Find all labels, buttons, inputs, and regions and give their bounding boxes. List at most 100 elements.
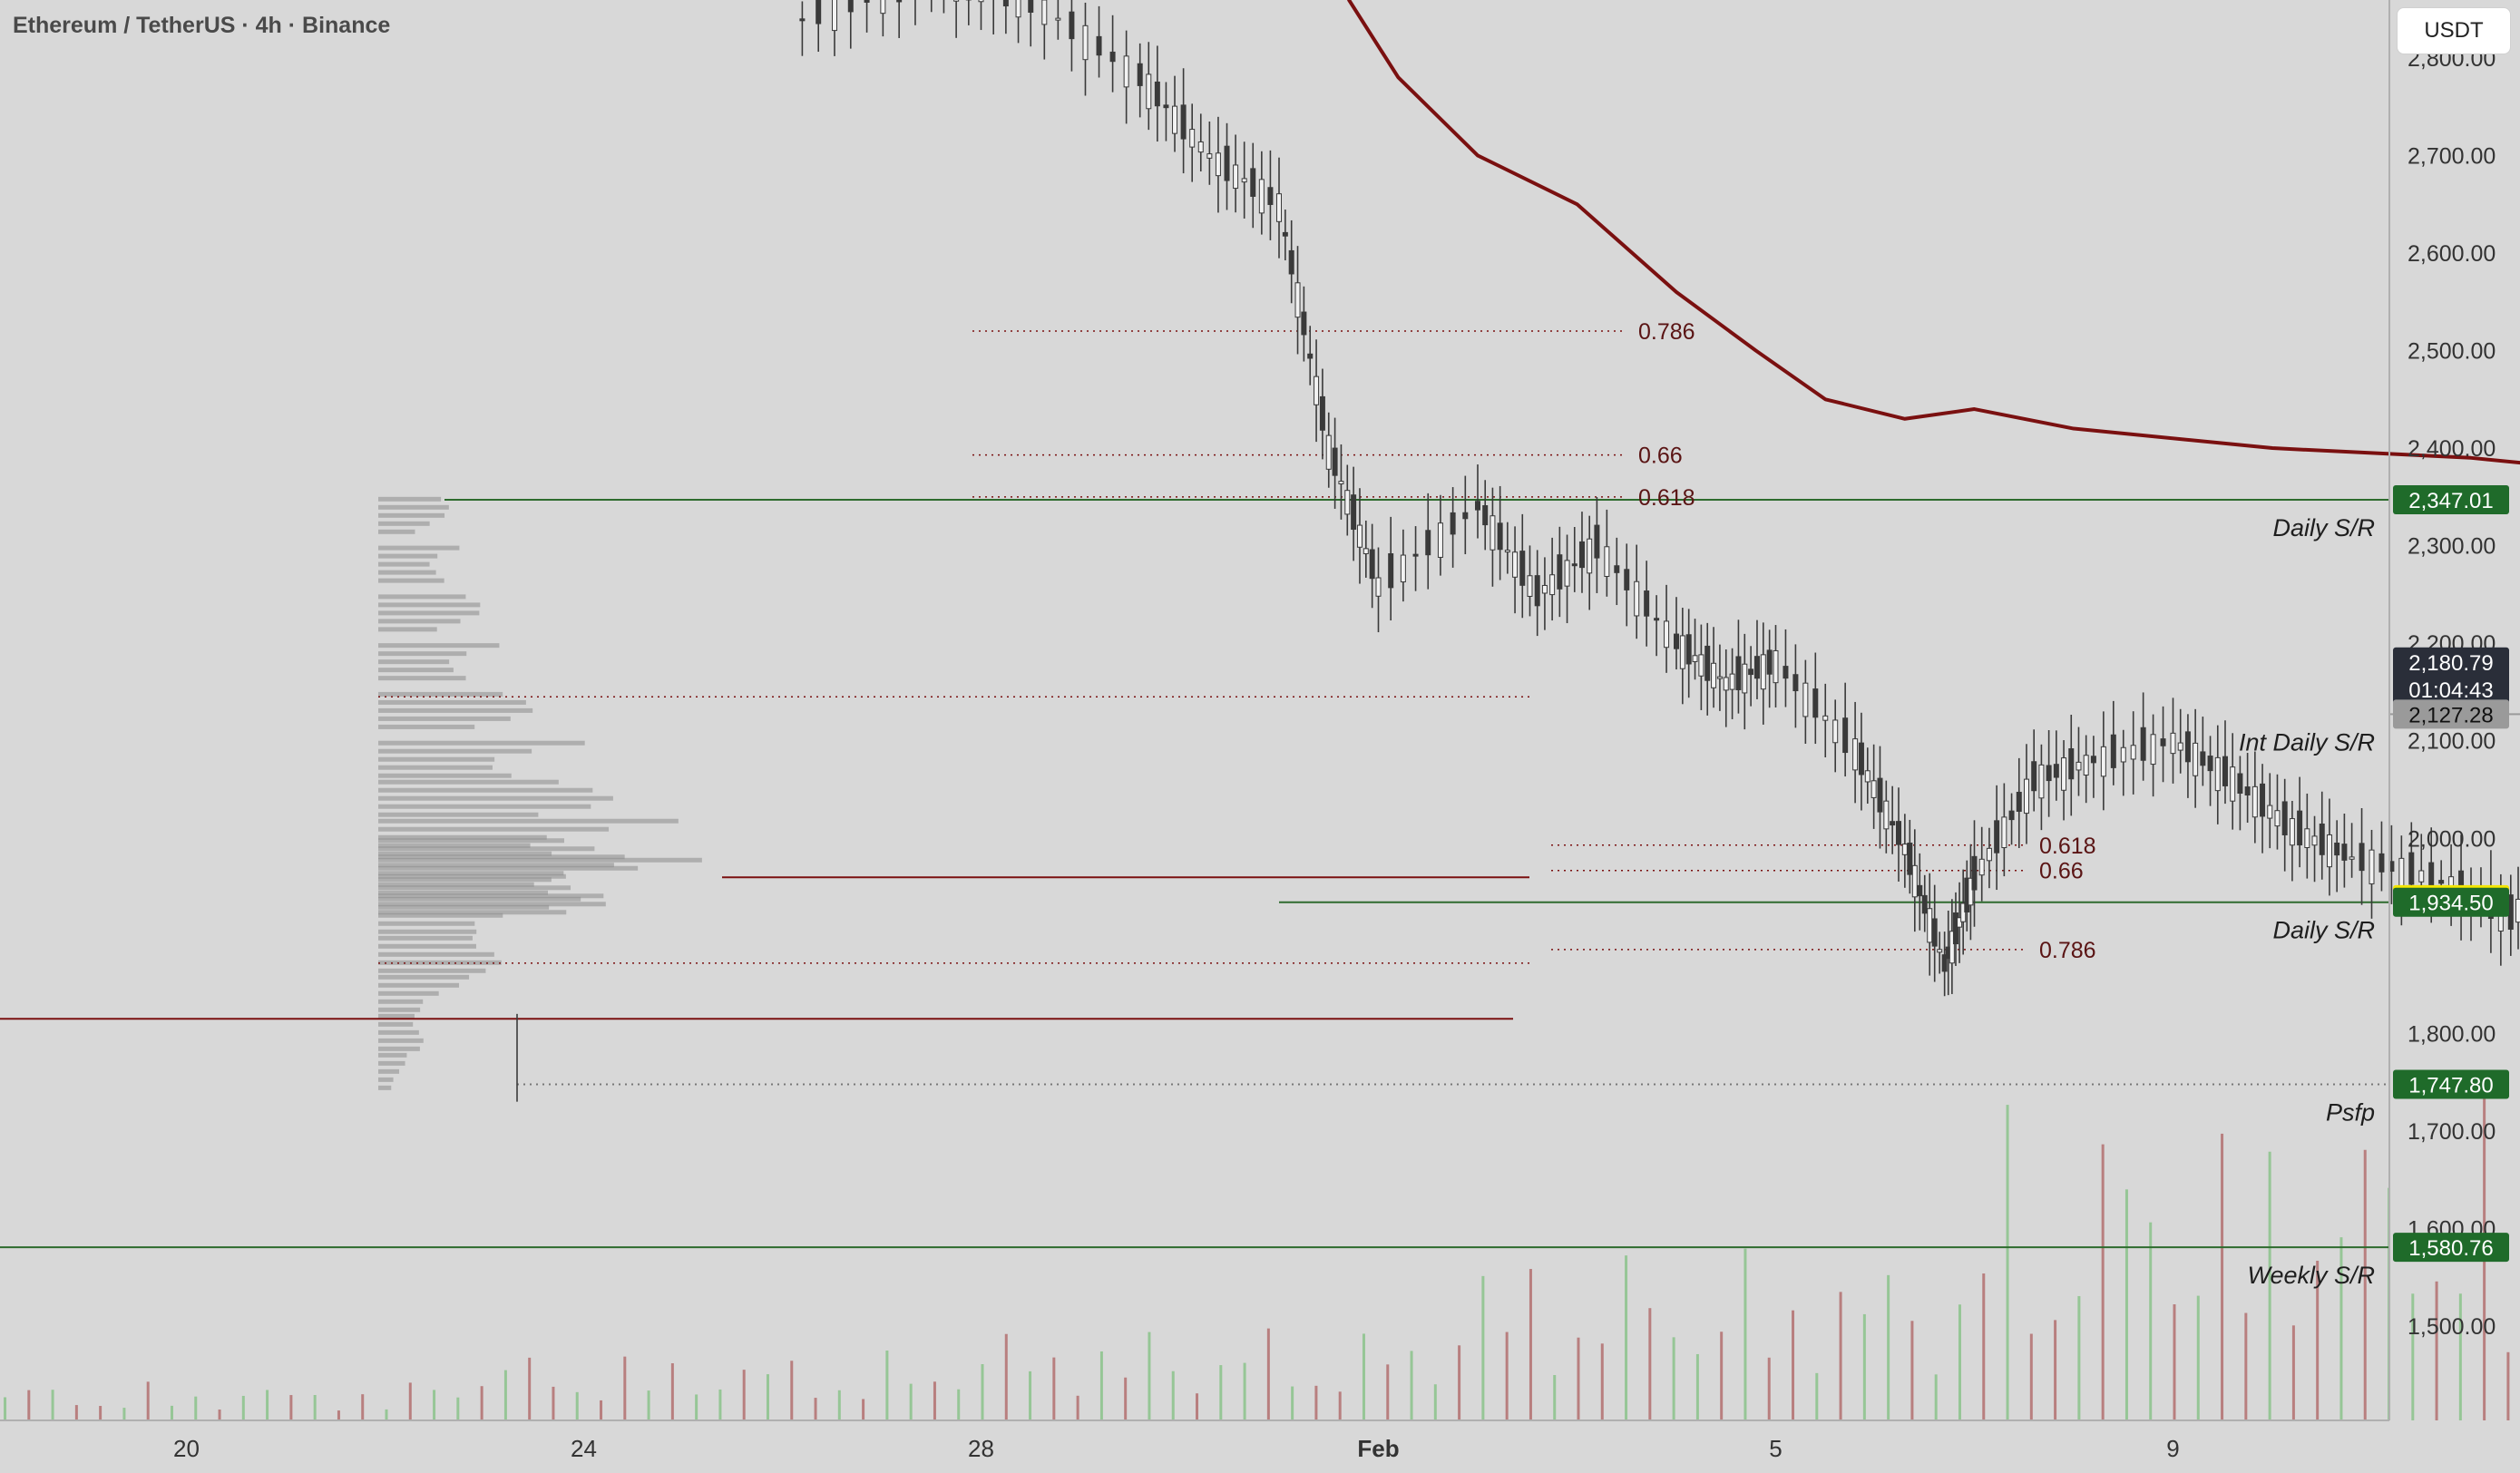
x-tick-label: 5 [1769,1435,1782,1462]
candle-body [2083,755,2089,776]
y-tick-label: 2,300.00 [2408,534,2496,560]
candle-body [1258,179,1265,214]
y-tick-label: 2,500.00 [2408,339,2496,365]
volume-bar [670,1363,674,1420]
candles [516,0,2520,1102]
volume-bar [2291,1325,2295,1420]
volume-bar [1505,1332,1509,1420]
price-badge [2393,1069,2509,1099]
candle-body [2230,766,2236,802]
volume-bar [1266,1328,1270,1420]
price-badge-value: 2,127.28 [2408,703,2493,727]
volume-profile-bar [378,651,467,657]
candle-body [1870,780,1877,798]
y-tick-label: 2,600.00 [2408,241,2496,267]
volume-profile-bar [378,843,531,848]
int-daily-sr-label: Int Daily S/R [2239,728,2375,756]
volume-bar [623,1356,627,1420]
volume-profile-bar [378,910,567,915]
price-badge [2393,699,2509,729]
candle-body [1497,522,1503,551]
volume-bar [385,1409,388,1420]
volume-profile-bar [378,974,470,980]
volume-bar [1243,1362,1246,1420]
volume-profile-bar [378,873,566,879]
volume-profile-bar [378,882,534,887]
volume-profile-bar [378,676,466,681]
volume-profile-bar [378,561,430,567]
candle-body [1753,656,1760,679]
candle-body [1883,800,1890,830]
volume-bar [1458,1345,1461,1420]
volume-bar [1481,1275,1485,1420]
x-tick-label: 24 [571,1435,597,1462]
volume-profile-bar [378,545,460,551]
candle-body [2046,765,2052,782]
price-badge-value: 1,934.50 [2408,892,2493,916]
candle-body [1907,842,1913,875]
volume-profile-bar [378,1046,420,1051]
volume-bar [1433,1384,1437,1420]
volume-profile-bar [378,512,445,518]
volume-bar [218,1410,221,1420]
candle-body [2222,756,2228,786]
candle-body [1437,522,1443,558]
candle-body [1450,512,1456,535]
y-tick-label: 1,500.00 [2408,1314,2496,1340]
candle-body [1773,649,1779,684]
volume-profile-bar [378,627,437,632]
candle-body [2438,880,2445,884]
candle-body [1692,655,1698,662]
candle-body [1055,17,1061,21]
candle-body [1986,847,1992,862]
candle-body [896,0,903,3]
volume-profile-bar [378,902,606,907]
candle-body [1822,715,1829,721]
volume-profile-bar [378,854,625,860]
candle-body [1137,63,1143,86]
candle-body [1233,164,1239,190]
candle-body [2341,844,2348,861]
candle-body [2507,894,2514,930]
volume-profile-bar [378,960,502,965]
volume-bar [695,1394,698,1420]
volume-bar [194,1396,198,1420]
moving-average-line [1346,0,2520,465]
volume-bar [862,1399,865,1420]
candle-body [1557,554,1563,590]
fib-lower-label: 0.66 [2039,859,2084,884]
price-badge-value: 2,180.79 [2408,651,2493,676]
volume-profile-bar [378,1060,405,1066]
volume-profile [378,496,702,1090]
candle-body [1189,129,1196,148]
candle-body [1624,569,1630,590]
volume-profile-bar [378,1021,414,1027]
x-tick-label: Feb [1357,1435,1399,1462]
currency-button[interactable]: USDT [2397,7,2511,54]
candle-body [847,0,854,13]
y-tick-label: 2,400.00 [2408,436,2496,462]
candle-body [1109,51,1116,63]
volume-profile-bar [378,968,486,973]
volume-bar [361,1394,365,1420]
candle-body [1163,104,1169,109]
volume-profile-bar [378,659,450,665]
candle-body [1534,575,1540,607]
volume-bar [2124,1189,2128,1420]
candle-body [1742,663,1748,694]
volume-profile-bar [378,570,436,575]
volume-bar [1695,1353,1699,1420]
volume-bar [266,1390,269,1420]
candle-body [1215,152,1221,177]
candle-body [1425,530,1431,556]
candle-body [1664,620,1670,649]
volume-bar [2196,1295,2200,1420]
candle-body [2349,856,2355,860]
volume-bar [1792,1310,1795,1420]
volume-profile-bar [378,990,439,996]
candle-body [1716,676,1723,679]
volume-bars [4,1096,2510,1420]
